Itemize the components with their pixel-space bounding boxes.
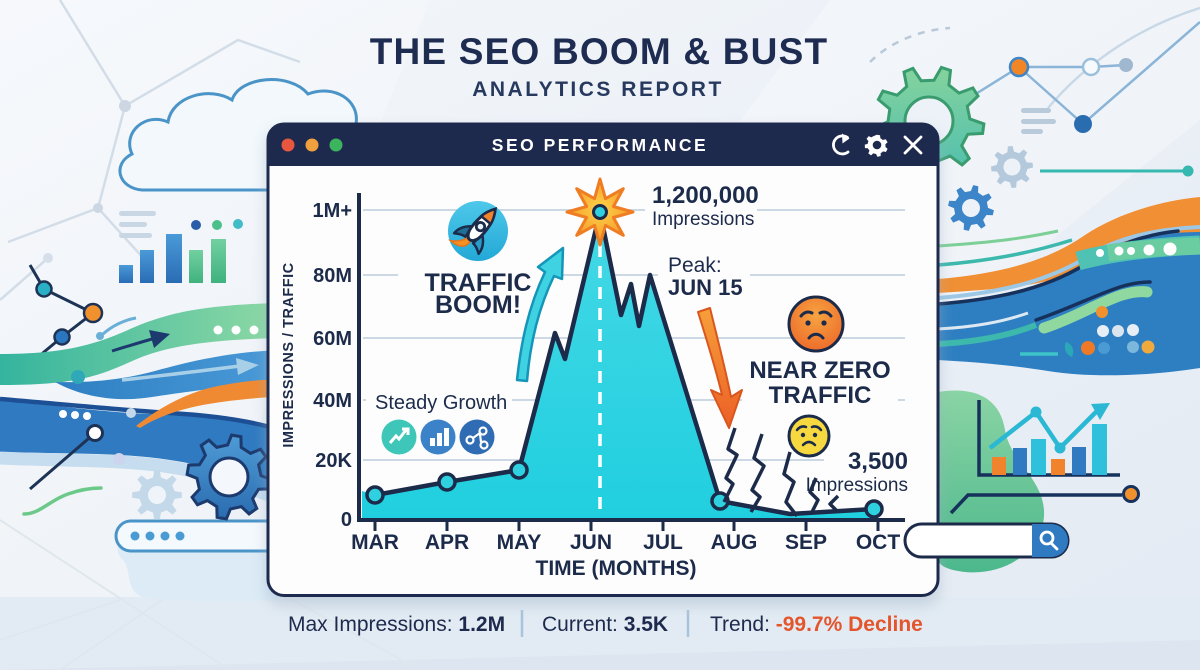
svg-text:SEP: SEP	[785, 531, 827, 554]
svg-text:SEO PERFORMANCE: SEO PERFORMANCE	[492, 135, 708, 155]
svg-text:THE SEO BOOM & BUST: THE SEO BOOM & BUST	[370, 31, 829, 72]
svg-text:MAY: MAY	[497, 531, 542, 554]
svg-text:40M: 40M	[313, 390, 352, 412]
svg-text:JUL: JUL	[643, 531, 683, 554]
svg-text:BOOM!: BOOM!	[435, 291, 521, 319]
svg-text:TRAFFIC: TRAFFIC	[425, 269, 532, 297]
svg-text:Steady Growth: Steady Growth	[375, 392, 507, 414]
svg-text:TRAFFIC: TRAFFIC	[769, 382, 872, 409]
svg-text:60M: 60M	[313, 328, 352, 350]
svg-text:20K: 20K	[315, 450, 352, 472]
svg-text:1M+: 1M+	[313, 200, 352, 222]
svg-text:Impressions: Impressions	[806, 475, 908, 496]
svg-text:APR: APR	[425, 531, 469, 554]
svg-text:AUG: AUG	[711, 531, 758, 554]
svg-text:OCT: OCT	[856, 531, 901, 554]
svg-text:Max Impressions: 1.2M: Max Impressions: 1.2M	[288, 613, 505, 636]
svg-text:0: 0	[341, 509, 352, 531]
svg-text:Impressions: Impressions	[652, 209, 754, 230]
svg-text:Current: 3.5K: Current: 3.5K	[542, 613, 668, 636]
svg-text:80M: 80M	[313, 265, 352, 287]
svg-text:TIME (MONTHS): TIME (MONTHS)	[536, 557, 697, 580]
svg-text:JUN: JUN	[570, 531, 612, 554]
svg-text:3,500: 3,500	[848, 448, 908, 475]
svg-text:MAR: MAR	[351, 531, 399, 554]
svg-text:NEAR ZERO: NEAR ZERO	[749, 357, 890, 384]
svg-text:Trend: -99.7% Decline: Trend: -99.7% Decline	[710, 613, 923, 636]
svg-text:JUN 15: JUN 15	[668, 275, 743, 300]
svg-text:1,200,000: 1,200,000	[652, 182, 759, 209]
svg-text:ANALYTICS REPORT: ANALYTICS REPORT	[472, 78, 724, 101]
svg-text:IMPRESSIONS / TRAFFIC: IMPRESSIONS / TRAFFIC	[281, 262, 297, 447]
svg-text:Peak:: Peak:	[668, 254, 722, 277]
